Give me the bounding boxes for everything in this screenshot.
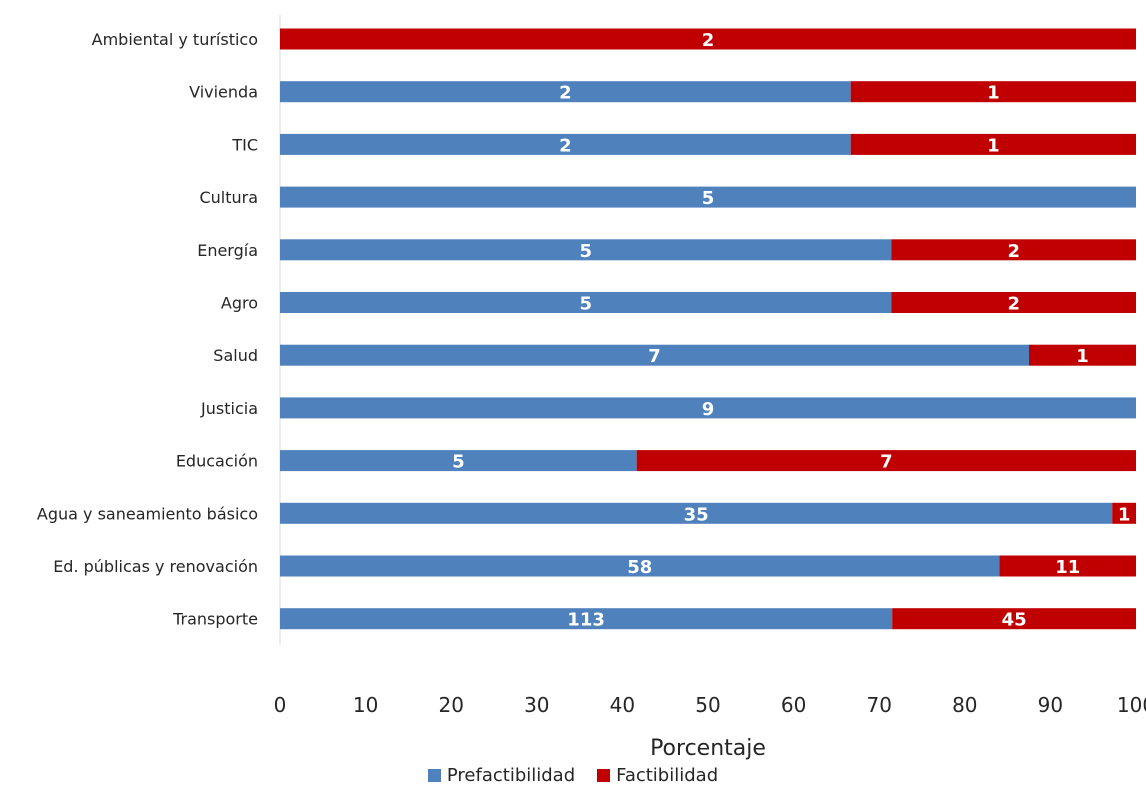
data-label-factibilidad-energia: 2 (1007, 241, 1020, 262)
category-label-vivienda: Vivienda (189, 83, 258, 102)
legend: Prefactibilidad Factibilidad (0, 765, 1146, 786)
x-tick-label-70: 70 (866, 693, 891, 717)
x-axis-title: Porcentaje (650, 736, 766, 760)
bar-factibilidad-agua-y-saneamiento-basico (1112, 502, 1136, 524)
x-tick-label-0: 0 (274, 693, 287, 717)
x-tick-label-30: 30 (524, 693, 549, 717)
bar-prefactibilidad-transporte (280, 608, 893, 630)
bar-factibilidad-vivienda (850, 81, 1136, 103)
bar-factibilidad-tic (850, 133, 1136, 155)
legend-swatch-prefactibilidad (427, 769, 441, 782)
data-label-prefactibilidad-transporte: 113 (567, 610, 605, 631)
data-label-prefactibilidad-vivienda: 2 (559, 83, 572, 104)
bar-prefactibilidad-agro (280, 292, 892, 313)
bar-factibilidad-ed-publicas-y-renovacion (999, 555, 1136, 577)
data-label-factibilidad-vivienda: 1 (987, 83, 1000, 104)
data-label-factibilidad-salud: 1 (1076, 346, 1089, 367)
category-label-ed-publicas-y-renovacion: Ed. públicas y renovación (53, 557, 258, 576)
x-tick-label-20: 20 (438, 693, 463, 717)
bar-prefactibilidad-salud (280, 344, 1029, 366)
category-label-tic: TIC (231, 135, 258, 154)
data-label-factibilidad-agua-y-saneamiento-basico: 1 (1118, 504, 1131, 525)
x-tick-label-90: 90 (1038, 693, 1063, 717)
category-label-agua-y-saneamiento-basico: Agua y saneamiento básico (37, 504, 258, 523)
stacked-bar-chart: 2 2 1 2 1 5 5 2 5 2 7 1 9 5 7 35 1 58 11 113 45 Ambiental y … (37, 15, 1146, 760)
bar-prefactibilidad-tic (280, 133, 851, 155)
data-label-prefactibilidad-educacion: 5 (452, 452, 465, 473)
data-label-prefactibilidad-agro: 5 (579, 294, 592, 315)
data-label-factibilidad-ed-publicas-y-renovacion: 11 (1055, 557, 1080, 578)
bar-factibilidad-ambiental-y-turistico (280, 28, 1136, 50)
data-label-prefactibilidad-agua-y-saneamiento-basico: 35 (684, 504, 709, 525)
data-label-factibilidad-ambiental-y-turistico: 2 (702, 30, 715, 51)
data-label-factibilidad-transporte: 45 (1002, 610, 1027, 631)
category-label-salud: Salud (213, 346, 258, 365)
bar-prefactibilidad-vivienda (280, 81, 851, 103)
bar-factibilidad-energia (891, 239, 1136, 261)
bar-prefactibilidad-energia (280, 239, 892, 261)
data-label-prefactibilidad-energia: 5 (579, 241, 592, 262)
data-label-factibilidad-educacion: 7 (880, 452, 893, 473)
legend-item-factibilidad: Factibilidad (597, 765, 718, 786)
legend-label-factibilidad: Factibilidad (616, 765, 719, 786)
x-tick-label-60: 60 (781, 693, 806, 717)
legend-swatch-factibilidad (597, 769, 611, 782)
x-tick-label-100: 100 (1117, 693, 1146, 717)
data-label-factibilidad-agro: 2 (1007, 294, 1020, 315)
bar-factibilidad-transporte (892, 608, 1136, 630)
bar-prefactibilidad-educacion (280, 450, 637, 472)
data-label-prefactibilidad-salud: 7 (648, 346, 661, 367)
bar-factibilidad-salud (1029, 344, 1136, 366)
data-label-prefactibilidad-justicia: 9 (702, 399, 715, 420)
bar-prefactibilidad-agua-y-saneamiento-basico (280, 502, 1113, 524)
bar-prefactibilidad-cultura (280, 186, 1136, 208)
category-label-cultura: Cultura (199, 188, 258, 207)
x-tick-label-50: 50 (695, 693, 720, 717)
bar-factibilidad-agro (891, 292, 1136, 313)
data-label-prefactibilidad-tic: 2 (559, 135, 572, 156)
category-label-transporte: Transporte (172, 610, 258, 629)
category-label-justicia: Justicia (200, 399, 258, 418)
legend-label-prefactibilidad: Prefactibilidad (446, 765, 576, 786)
category-label-educacion: Educación (176, 452, 258, 471)
bar-prefactibilidad-ed-publicas-y-renovacion (280, 555, 1000, 577)
category-label-agro: Agro (221, 294, 258, 313)
data-label-prefactibilidad-cultura: 5 (702, 188, 715, 209)
data-label-factibilidad-tic: 1 (987, 135, 1000, 156)
legend-item-prefactibilidad: Prefactibilidad (427, 765, 576, 786)
bar-prefactibilidad-justicia (280, 397, 1136, 419)
x-tick-label-80: 80 (952, 693, 977, 717)
category-label-ambiental-y-turistico: Ambiental y turístico (92, 30, 258, 49)
x-tick-label-10: 10 (353, 693, 378, 717)
data-label-prefactibilidad-ed-publicas-y-renovacion: 58 (627, 557, 652, 578)
category-label-energia: Energía (197, 241, 258, 260)
x-tick-label-40: 40 (610, 693, 635, 717)
bar-factibilidad-educacion (636, 450, 1136, 472)
